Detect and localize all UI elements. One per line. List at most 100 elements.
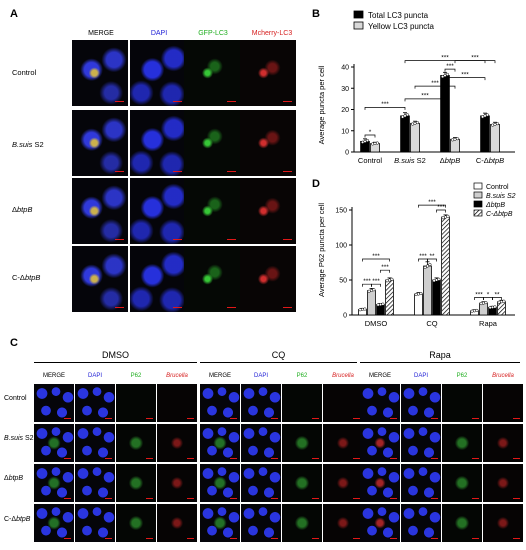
- scale-bar: [431, 457, 438, 459]
- bar: [385, 279, 394, 316]
- scale-bar: [64, 457, 71, 459]
- legend-label: Control: [486, 184, 509, 191]
- micrograph-dapi: [75, 504, 115, 542]
- micrograph-brucella: [483, 384, 523, 422]
- data-point: [485, 113, 489, 117]
- data-point: [443, 73, 447, 78]
- significance-label: *: [487, 291, 490, 298]
- scale-bar: [472, 497, 479, 499]
- legend-label: ΔbtpB: [485, 202, 505, 209]
- data-point: [495, 122, 499, 126]
- panel-label-d: D: [312, 178, 320, 190]
- micrograph-dapi: [401, 384, 441, 422]
- significance-label: ***: [363, 278, 371, 285]
- scale-bar: [230, 457, 237, 459]
- scale-bar: [431, 417, 438, 419]
- scale-bar: [271, 497, 278, 499]
- significance-label: *: [369, 129, 372, 136]
- scale-bar: [513, 417, 520, 419]
- data-point: [484, 301, 488, 305]
- x-tick-label: ΔbtpB: [440, 156, 460, 165]
- legend-label: C-ΔbtpB: [486, 211, 513, 218]
- y-tick-label: 150: [335, 208, 347, 215]
- micrograph-merge: [72, 246, 128, 312]
- scale-bar: [353, 497, 360, 499]
- scale-bar: [472, 537, 479, 539]
- data-point: [373, 141, 377, 146]
- significance-label: ***: [419, 253, 427, 260]
- y-tick-label: 40: [341, 65, 349, 72]
- y-axis-label-b: Average puncta per cell: [317, 65, 326, 144]
- panel-c-col-brucella: Brucella: [166, 373, 188, 379]
- y-tick-label: 30: [341, 86, 349, 93]
- scale-bar: [227, 100, 236, 102]
- micrograph-dapi: [401, 424, 441, 462]
- legend-b: Total LC3 puncta Yellow LC3 puncta: [353, 10, 435, 31]
- data-point: [403, 114, 407, 118]
- bar: [414, 293, 423, 316]
- significance-bracket: [436, 209, 446, 213]
- data-point: [365, 138, 369, 143]
- data-point: [419, 291, 423, 296]
- significance-bracket: [404, 60, 486, 64]
- significance-bracket: [380, 269, 390, 273]
- scale-bar: [187, 417, 194, 419]
- significance-bracket: [492, 297, 502, 300]
- significance-label: ***: [431, 80, 439, 87]
- significance-bracket: [414, 85, 456, 89]
- micrograph-merge: [360, 464, 400, 502]
- micrograph-merge: [360, 424, 400, 462]
- scale-bar: [312, 457, 319, 459]
- micrograph-p62: [442, 424, 482, 462]
- micrograph-dapi: [401, 464, 441, 502]
- micrograph-dapi: [130, 178, 186, 244]
- significance-label: ***: [381, 101, 389, 108]
- scale-bar: [283, 170, 292, 172]
- data-point: [363, 307, 367, 311]
- micrograph-p62: [116, 464, 156, 502]
- significance-label: ***: [475, 291, 483, 298]
- x-tick-label: CQ: [426, 319, 437, 328]
- panel-c-col-p62: P62: [296, 373, 308, 379]
- significance-label: **: [494, 291, 500, 298]
- panel-c-col-merge: MERGE: [208, 373, 231, 379]
- panel-c-row-label: C-ΔbtpB: [4, 516, 31, 523]
- micrograph-dapi: [241, 424, 281, 462]
- micrograph-brucella: [157, 384, 197, 422]
- micrograph-dapi: [130, 40, 186, 106]
- bar: [490, 123, 500, 153]
- panel-a-row-label: B.suis S2: [12, 140, 44, 149]
- scale-bar: [173, 238, 182, 240]
- panel-c-row-label: B.suis S2: [4, 435, 34, 442]
- scale-bar: [64, 417, 71, 419]
- panel-c-col-merge: MERGE: [368, 373, 391, 379]
- scale-bar: [64, 497, 71, 499]
- scale-bar: [187, 457, 194, 459]
- scale-bar: [283, 100, 292, 102]
- micrograph-p62: [282, 424, 322, 462]
- chart-d: Control B.suis S2 ΔbtpB C-ΔbtpB Average …: [317, 182, 516, 328]
- panel-a-col-mcherry: Mcherry-LC3: [251, 30, 293, 37]
- micrograph-p62: [442, 504, 482, 542]
- panel-label-b: B: [312, 8, 320, 20]
- group-rule: [200, 362, 357, 363]
- y-tick-label: 0: [343, 313, 347, 320]
- scale-bar: [115, 238, 124, 240]
- y-tick-label: 100: [335, 243, 347, 250]
- data-point: [423, 265, 427, 270]
- data-point: [381, 302, 385, 306]
- significance-label: ***: [372, 253, 380, 260]
- micrograph-p62: [442, 464, 482, 502]
- group-rule: [34, 362, 197, 363]
- legend-swatch: [473, 182, 483, 190]
- y-tick-label: 10: [341, 128, 349, 135]
- micrograph-brucella: [323, 384, 363, 422]
- micrograph-merge: [200, 424, 240, 462]
- scale-bar: [227, 238, 236, 240]
- significance-label: ***: [441, 54, 449, 61]
- legend-label: Total LC3 puncta: [368, 11, 429, 20]
- micrograph-p62: [442, 384, 482, 422]
- micrograph-merge: [360, 504, 400, 542]
- legend-swatch: [353, 21, 364, 30]
- chart-b: Total LC3 puncta Yellow LC3 puncta Avera…: [317, 10, 515, 165]
